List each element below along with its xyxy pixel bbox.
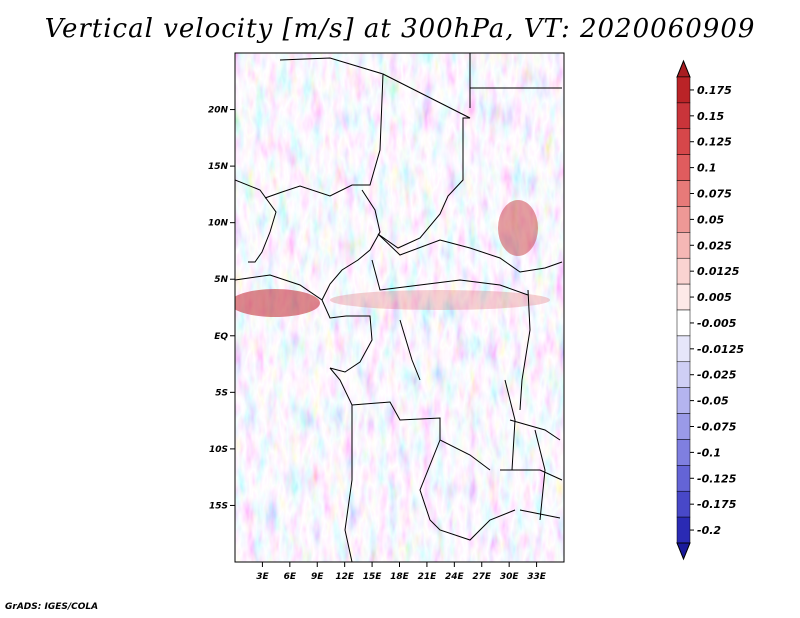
y-tick-label: 15N bbox=[208, 162, 229, 172]
colorbar-swatch bbox=[676, 257, 691, 285]
colorbar-label: -0.175 bbox=[697, 498, 737, 511]
y-tick-label: 10S bbox=[209, 445, 228, 455]
y-tick-label: 5N bbox=[214, 275, 228, 285]
country-boundaries bbox=[235, 53, 563, 562]
colorbar-swatch bbox=[676, 516, 691, 544]
updraft-patch-east bbox=[498, 200, 538, 256]
x-tick-label: 9E bbox=[311, 572, 324, 582]
colorbar-label: -0.125 bbox=[697, 472, 737, 485]
colorbar-label: 0.025 bbox=[697, 239, 732, 252]
colorbar-swatch bbox=[676, 335, 691, 363]
colorbar-swatch bbox=[676, 154, 691, 181]
map-title: Vertical velocity [m/s] at 300hPa, VT: 2… bbox=[44, 14, 756, 44]
y-tick-label: 5S bbox=[215, 388, 228, 398]
colorbar-swatch bbox=[676, 206, 691, 233]
x-tick-label: 6E bbox=[284, 572, 297, 582]
colorbar-label: 0.125 bbox=[697, 136, 732, 149]
colorbar-label: 0.175 bbox=[697, 84, 732, 97]
colorbar-swatch bbox=[676, 102, 691, 130]
x-tick-label: 24E bbox=[445, 572, 465, 582]
map-area bbox=[235, 53, 564, 562]
colorbar-label: -0.05 bbox=[697, 395, 729, 408]
y-tick-label: 15S bbox=[209, 501, 228, 511]
x-axis-ticks: 3E 6E 9E 12E 15E 18E 21E 24E 27E 30E 33E bbox=[256, 562, 547, 582]
colorbar-bottom-triangle bbox=[676, 542, 691, 561]
grads-credit: GrADS: IGES/COLA bbox=[5, 602, 99, 612]
colorbar-label: -0.2 bbox=[697, 524, 721, 537]
colorbar-label: -0.075 bbox=[697, 421, 737, 434]
colorbar-swatch bbox=[676, 128, 691, 155]
colorbar-swatch bbox=[676, 232, 691, 259]
x-tick-label: 33E bbox=[527, 572, 547, 582]
colorbar-swatch bbox=[676, 413, 691, 440]
colorbar-swatch bbox=[676, 490, 691, 518]
colorbar-top-triangle bbox=[676, 59, 691, 78]
x-tick-label: 21E bbox=[418, 572, 438, 582]
strong-updraft-band bbox=[235, 289, 320, 317]
colorbar: 0.175 0.15 0.125 0.1 0.075 0.05 0.025 0.0125 0.0… bbox=[676, 59, 744, 561]
colorbar-label: -0.0125 bbox=[697, 343, 744, 356]
y-axis-ticks: 20N 15N 10N 5N EQ 5S 10S 15S bbox=[208, 106, 235, 511]
colorbar-swatch bbox=[676, 283, 691, 311]
x-tick-label: 18E bbox=[390, 572, 410, 582]
x-tick-label: 15E bbox=[363, 572, 383, 582]
colorbar-label: 0.075 bbox=[697, 188, 732, 201]
colorbar-swatch bbox=[676, 76, 691, 104]
updraft-patch-central bbox=[330, 290, 550, 310]
colorbar-swatch bbox=[676, 465, 691, 492]
colorbar-swatch bbox=[676, 439, 691, 466]
colorbar-label: -0.025 bbox=[697, 369, 737, 382]
colorbar-swatch bbox=[676, 180, 691, 207]
colorbar-label: 0.15 bbox=[697, 110, 724, 123]
y-tick-label: 20N bbox=[208, 106, 229, 116]
colorbar-swatch bbox=[676, 361, 691, 388]
colorbar-label: 0.1 bbox=[697, 162, 717, 175]
colorbar-label: 0.0125 bbox=[697, 265, 740, 278]
y-tick-label: EQ bbox=[214, 332, 228, 342]
colorbar-label: 0.05 bbox=[697, 213, 724, 226]
x-tick-label: 3E bbox=[256, 572, 269, 582]
x-tick-label: 27E bbox=[472, 572, 492, 582]
x-tick-label: 30E bbox=[500, 572, 520, 582]
y-tick-label: 10N bbox=[208, 219, 229, 229]
colorbar-label: -0.1 bbox=[697, 446, 721, 459]
colorbar-swatch bbox=[676, 309, 691, 337]
colorbar-swatch bbox=[676, 387, 691, 414]
colorbar-label: 0.005 bbox=[697, 291, 732, 304]
colorbar-label: -0.005 bbox=[697, 317, 737, 330]
x-tick-label: 12E bbox=[335, 572, 355, 582]
